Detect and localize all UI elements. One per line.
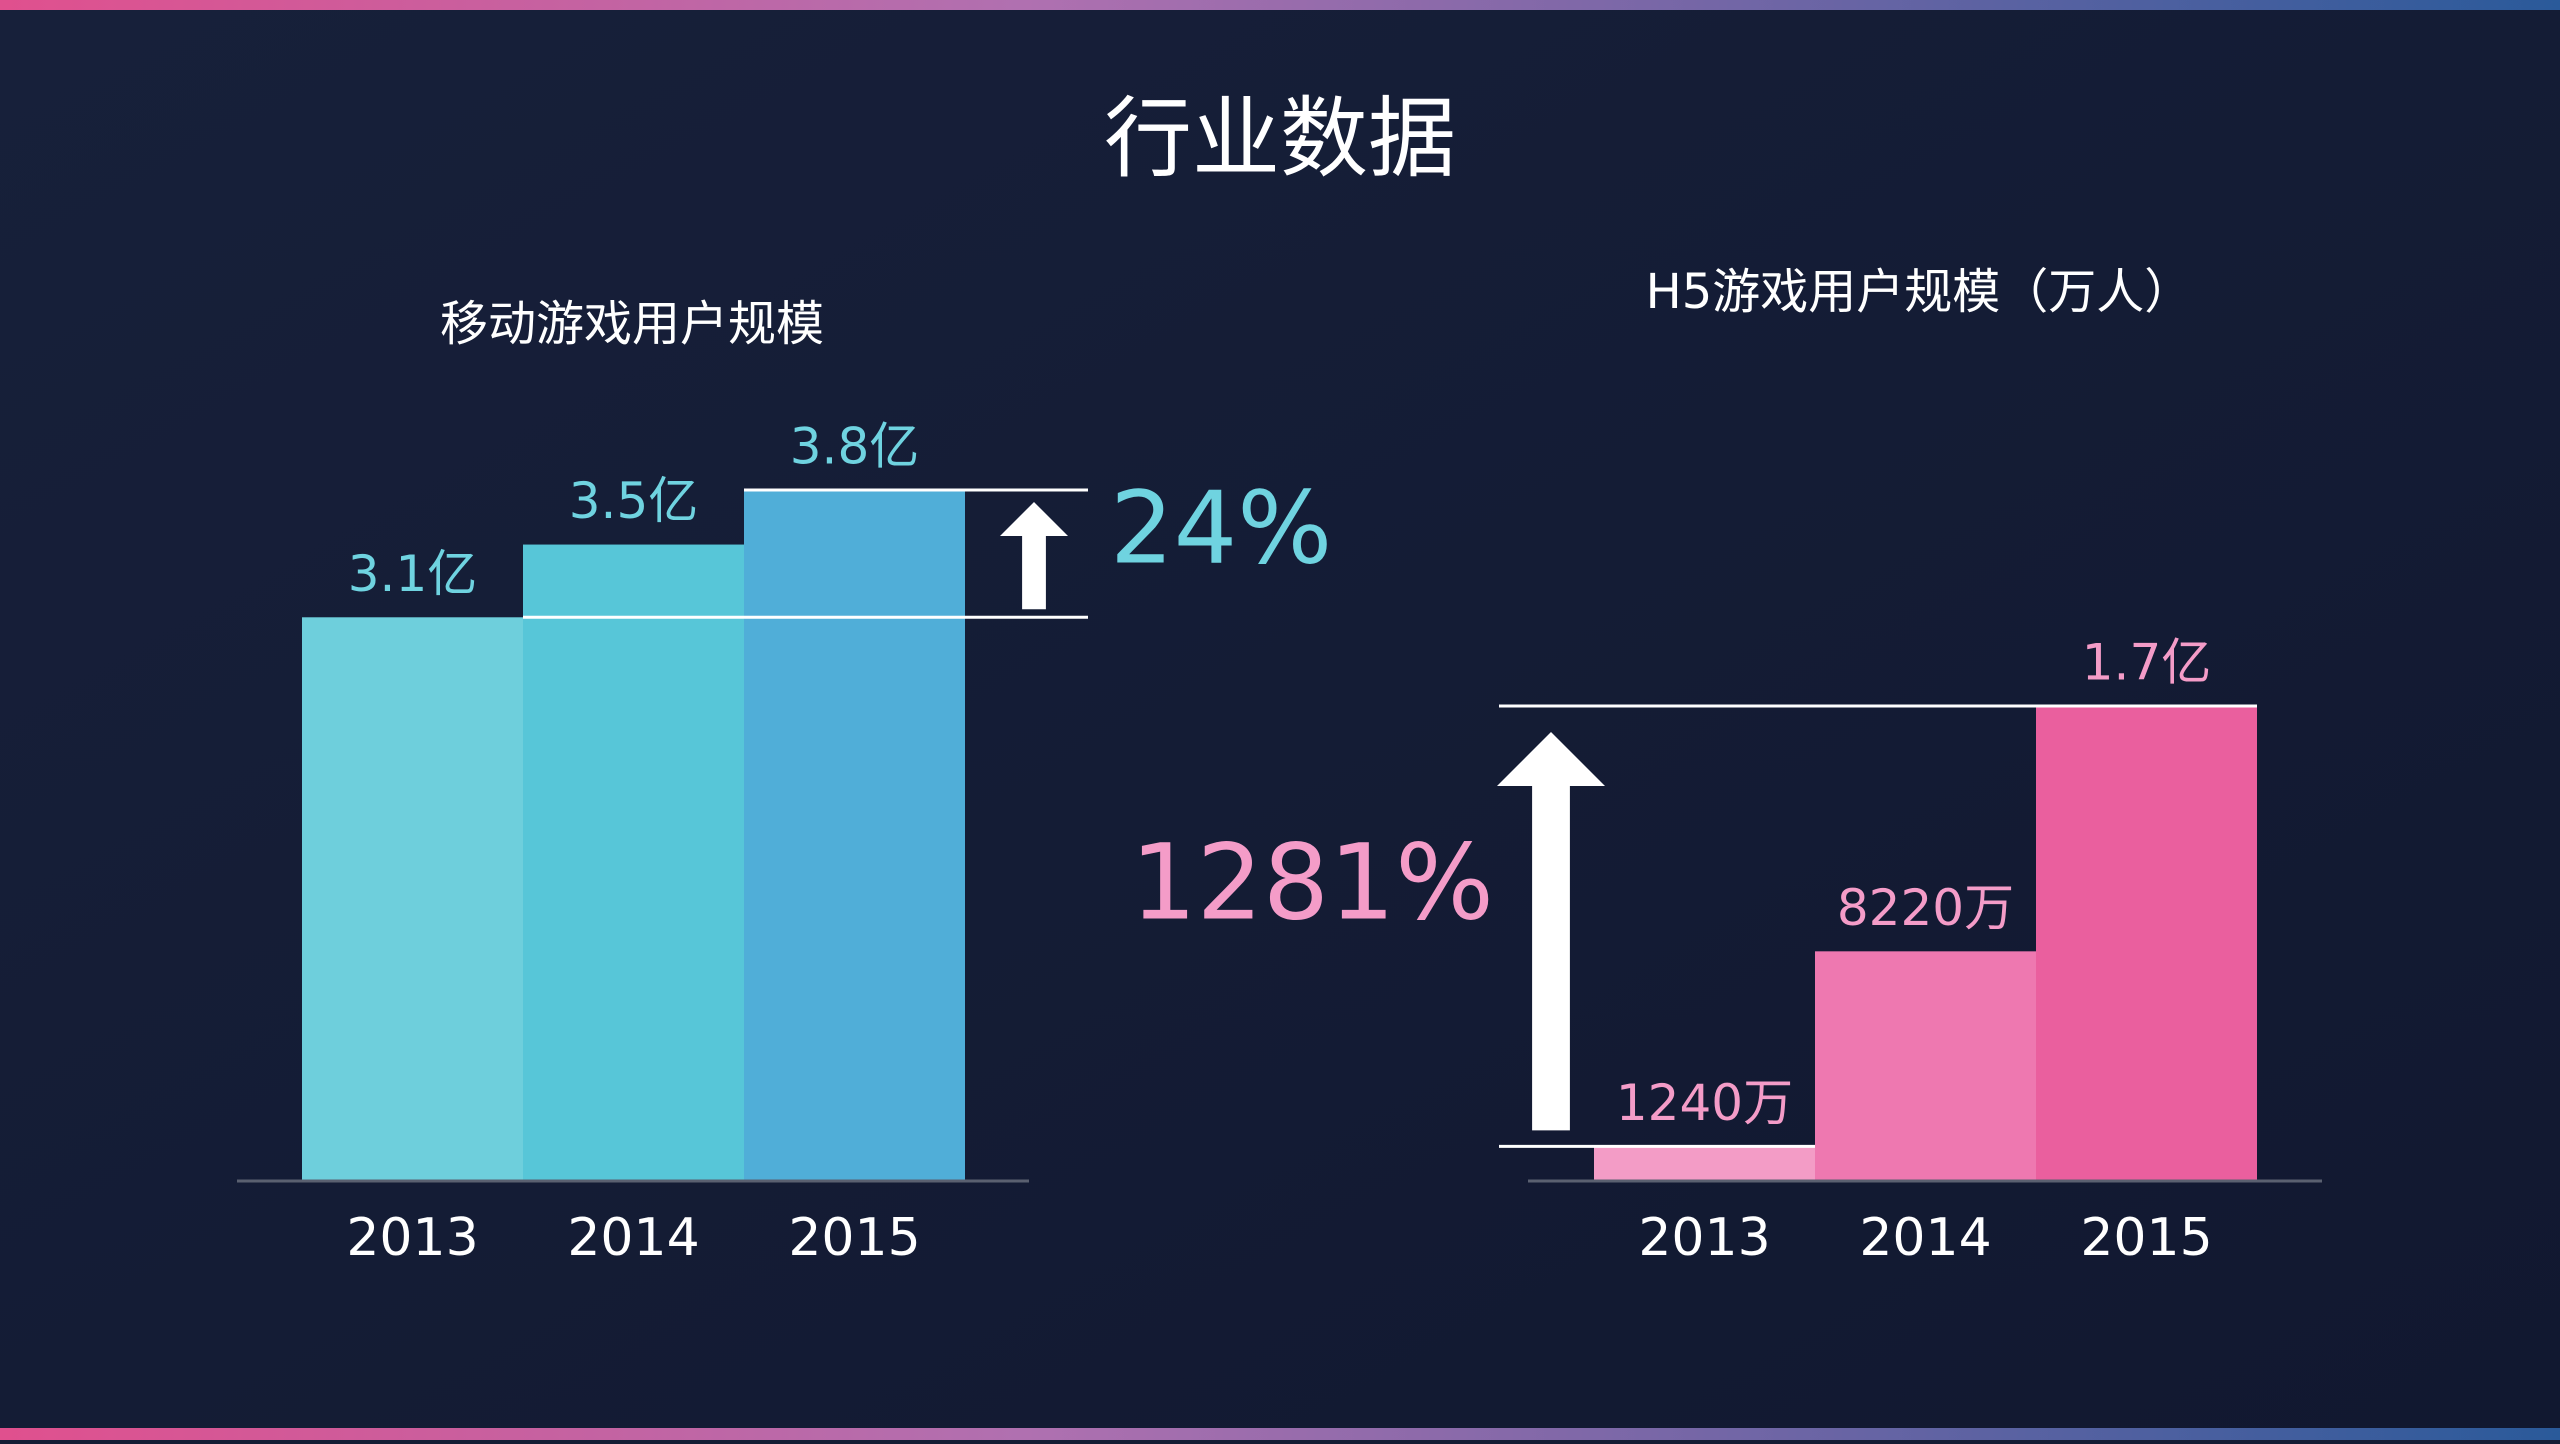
growth-annotation: 24% xyxy=(1110,469,1332,586)
value-label: 3.1亿 xyxy=(348,545,478,603)
x-tick-label: 2015 xyxy=(788,1208,920,1268)
bar xyxy=(744,490,965,1181)
value-label: 1.7亿 xyxy=(2082,634,2212,692)
x-tick-label: 2013 xyxy=(1638,1208,1770,1268)
x-tick-label: 2014 xyxy=(1859,1208,1991,1268)
value-label: 3.5亿 xyxy=(569,472,699,530)
growth-arrow xyxy=(1497,732,1605,1131)
bottom-strip xyxy=(0,1428,2560,1440)
value-label: 3.8亿 xyxy=(790,418,920,476)
slide-title: 行业数据 xyxy=(1104,87,1456,190)
x-tick-label: 2015 xyxy=(2080,1208,2212,1268)
growth-annotation: 1281% xyxy=(1131,821,1495,943)
bar xyxy=(523,544,744,1181)
value-label: 8220万 xyxy=(1837,879,2014,937)
value-label: 1240万 xyxy=(1616,1074,1793,1132)
bar xyxy=(1594,1146,1815,1181)
chart-title: H5游戏用户规模（万人） xyxy=(1646,264,2193,320)
x-tick-label: 2013 xyxy=(346,1208,478,1268)
x-tick-label: 2014 xyxy=(567,1208,699,1268)
bar xyxy=(1815,951,2036,1181)
bar xyxy=(302,617,523,1181)
chart-title: 移动游戏用户规模 xyxy=(440,296,824,352)
top-strip xyxy=(0,0,2560,10)
bar xyxy=(2036,706,2257,1181)
growth-arrow xyxy=(1000,502,1068,610)
